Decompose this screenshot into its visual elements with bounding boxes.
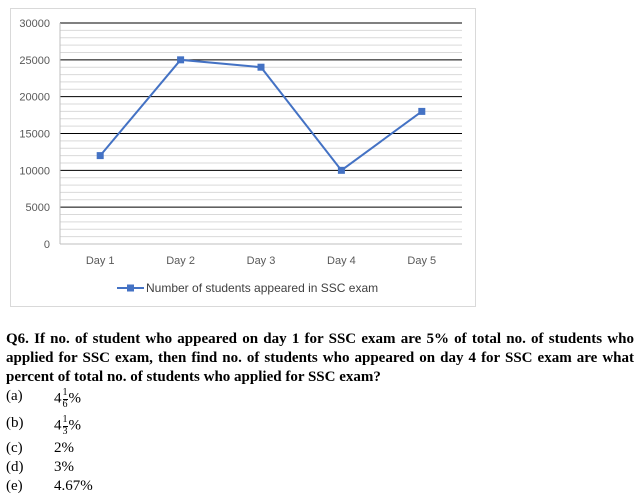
- option-b-whole: 4: [54, 417, 62, 434]
- series-line: [99, 58, 423, 172]
- y-tick-label: 0: [44, 239, 50, 251]
- option-a-suffix: %: [68, 390, 82, 407]
- option-a-label: (a): [6, 388, 23, 404]
- option-a-value: 4 1 6%: [54, 388, 81, 410]
- option-a-denominator: 6: [62, 399, 68, 410]
- x-tick-label: Day 5: [407, 255, 436, 267]
- option-e-label: (e): [6, 478, 23, 494]
- y-tick-label: 20000: [19, 92, 50, 104]
- legend-label: Number of students appeared in SSC exam: [146, 281, 378, 295]
- data-point: [337, 166, 345, 174]
- y-tick-label: 15000: [19, 129, 50, 141]
- y-tick-label: 5000: [26, 202, 50, 214]
- option-b-value: 4 1 3%: [54, 415, 81, 437]
- x-tick-label: Day 2: [166, 255, 195, 267]
- legend-marker: [127, 284, 134, 292]
- data-point: [257, 63, 265, 71]
- option-b-denominator: 3: [62, 426, 68, 437]
- y-tick-label: 30000: [19, 18, 50, 30]
- chart-frame: [10, 8, 476, 307]
- question-text: Q6. If no. of student who appeared on da…: [6, 331, 634, 385]
- x-tick-label: Day 4: [327, 255, 356, 267]
- line-chart: 0 5000 10000 15000 20000 25000 30000 Day 1 Day 2…: [19, 18, 462, 295]
- option-a-numerator: 1: [62, 387, 68, 400]
- option-b-numerator: 1: [62, 414, 68, 427]
- y-tick-label: 10000: [19, 165, 50, 177]
- x-tick-label: Day 1: [86, 255, 115, 267]
- y-tick-label: 25000: [19, 55, 50, 67]
- option-b-suffix: %: [68, 417, 82, 434]
- x-tick-label: Day 3: [247, 255, 276, 267]
- data-point: [96, 152, 104, 160]
- option-b-label: (b): [6, 415, 24, 431]
- option-e-value: 4.67%: [54, 478, 93, 494]
- data-point: [177, 56, 185, 64]
- option-c-value: 2%: [54, 440, 74, 456]
- data-point: [418, 107, 426, 115]
- option-d-value: 3%: [54, 459, 74, 475]
- option-a-whole: 4: [54, 390, 62, 407]
- option-c-label: (c): [6, 440, 23, 456]
- option-d-label: (d): [6, 459, 24, 475]
